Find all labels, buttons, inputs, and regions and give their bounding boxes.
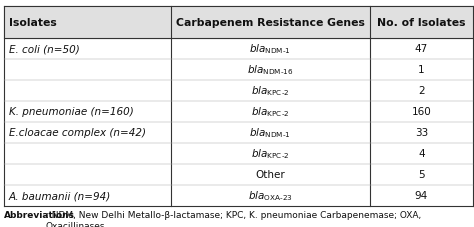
- Text: 33: 33: [415, 128, 428, 138]
- Text: $\it{bla}_{\rm{NDM\text{-}1}}$: $\it{bla}_{\rm{NDM\text{-}1}}$: [249, 126, 291, 139]
- Text: $\it{bla}_{\rm{NDM\text{-}16}}$: $\it{bla}_{\rm{NDM\text{-}16}}$: [247, 63, 293, 77]
- Text: $\it{bla}_{\rm{KPC\text{-}2}}$: $\it{bla}_{\rm{KPC\text{-}2}}$: [251, 105, 290, 118]
- Text: 94: 94: [415, 190, 428, 200]
- Text: K. pneumoniae (n=160): K. pneumoniae (n=160): [9, 107, 133, 117]
- Text: $\it{bla}_{\rm{OXA\text{-}23}}$: $\it{bla}_{\rm{OXA\text{-}23}}$: [248, 188, 292, 202]
- Text: 1: 1: [418, 65, 425, 75]
- Text: E.cloacae complex (n=42): E.cloacae complex (n=42): [9, 128, 146, 138]
- Text: Abbreviations: Abbreviations: [4, 210, 75, 219]
- Text: 2: 2: [418, 86, 425, 96]
- Text: $\it{bla}_{\rm{KPC\text{-}2}}$: $\it{bla}_{\rm{KPC\text{-}2}}$: [251, 147, 290, 160]
- Text: : NDM, New Delhi Metallo-β-lactamase; KPC, K. pneumoniae Carbapenemase; OXA,
Oxa: : NDM, New Delhi Metallo-β-lactamase; KP…: [46, 210, 421, 227]
- Text: 5: 5: [418, 169, 425, 179]
- Text: 47: 47: [415, 44, 428, 54]
- Text: Isolates: Isolates: [9, 18, 56, 28]
- Text: $\it{bla}_{\rm{KPC\text{-}2}}$: $\it{bla}_{\rm{KPC\text{-}2}}$: [251, 84, 290, 98]
- Text: A. baumanii (n=94): A. baumanii (n=94): [9, 190, 111, 200]
- Text: No. of Isolates: No. of Isolates: [377, 18, 465, 28]
- Text: Other: Other: [255, 169, 285, 179]
- Text: $\it{bla}_{\rm{NDM\text{-}1}}$: $\it{bla}_{\rm{NDM\text{-}1}}$: [249, 42, 291, 56]
- Text: 160: 160: [411, 107, 431, 117]
- Bar: [4, 7, 473, 39]
- Text: Carbapenem Resistance Genes: Carbapenem Resistance Genes: [176, 18, 365, 28]
- Text: 4: 4: [418, 148, 425, 158]
- Text: E. coli (n=50): E. coli (n=50): [9, 44, 79, 54]
